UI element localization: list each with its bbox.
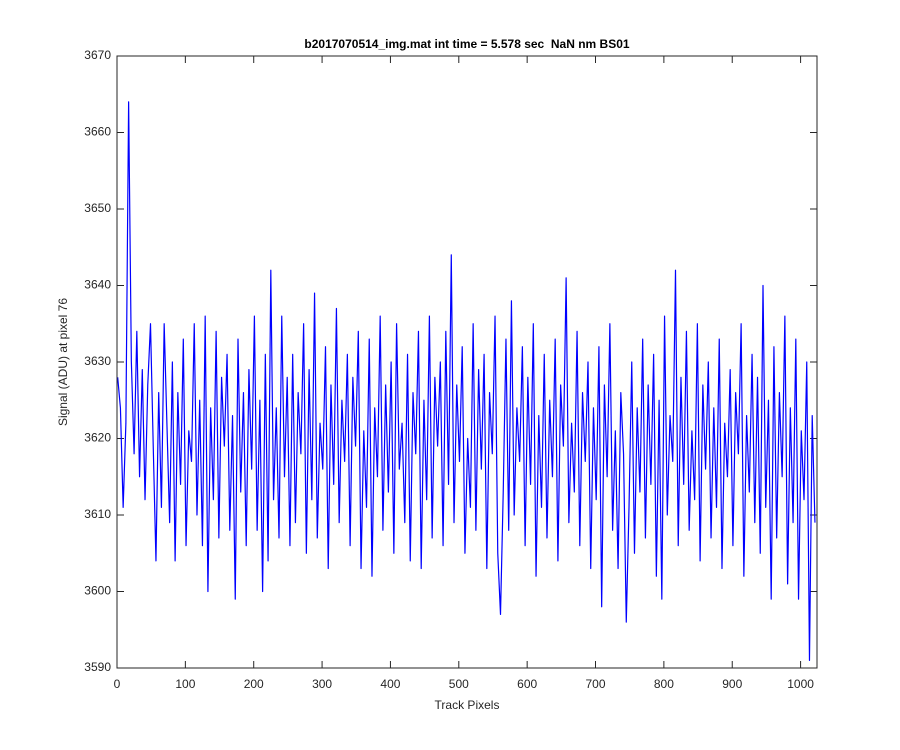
x-tick-label: 500 (449, 677, 469, 691)
x-tick-label: 300 (312, 677, 332, 691)
y-tick-label: 3620 (84, 431, 111, 445)
x-tick-label: 200 (244, 677, 264, 691)
plot-frame (116, 55, 818, 669)
y-axis-label: Signal (ADU) at pixel 76 (56, 298, 70, 426)
y-tick-label: 3650 (84, 201, 111, 215)
x-tick-label: 0 (114, 677, 121, 691)
x-tick-label: 800 (654, 677, 674, 691)
x-tick-label: 700 (586, 677, 606, 691)
x-tick-label: 900 (722, 677, 742, 691)
y-tick-label: 3630 (84, 354, 111, 368)
y-tick-label: 3600 (84, 584, 111, 598)
x-axis-label: Track Pixels (435, 698, 500, 712)
chart-title: b2017070514_img.mat int time = 5.578 sec… (304, 37, 629, 51)
data-line (117, 101, 816, 661)
x-tick-label: 100 (175, 677, 195, 691)
y-tick-label: 3640 (84, 278, 111, 292)
y-tick-label: 3660 (84, 125, 111, 139)
x-tick-label: 600 (517, 677, 537, 691)
y-tick-label: 3670 (84, 48, 111, 62)
y-tick-label: 3610 (84, 507, 111, 521)
y-tick-label: 3590 (84, 660, 111, 674)
x-tick-label: 1000 (787, 677, 814, 691)
x-tick-label: 400 (380, 677, 400, 691)
